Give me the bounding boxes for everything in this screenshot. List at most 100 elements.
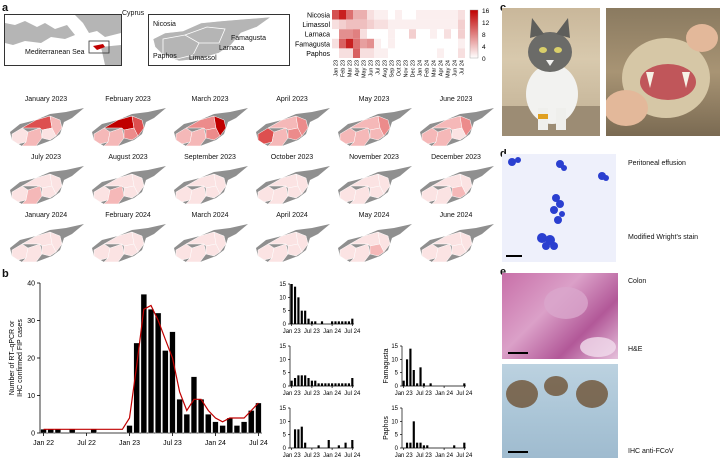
heatmap-cell [437,29,444,39]
map-city-nicosia: Nicosia [153,21,176,28]
district-bar [463,442,466,448]
colorbar-tick: 8 [482,32,486,39]
district-x-tick-label: Jan 23 [283,329,302,335]
heatmap-month-label: Aug 23 [383,60,389,77]
he-texture [508,287,616,357]
district-chart: 0 5 10 15 Jan 23 Jul 23 Jan 24 Jul 24 Famagusta [383,344,473,397]
district-x-tick-label: Jan 24 [323,391,342,397]
month-map-shape [256,108,330,147]
district-name: Nicosia [276,292,278,315]
bar [183,414,190,434]
district-bar [453,445,456,448]
heatmap-month-label: Feb 24 [425,60,431,77]
heatmap-cell [367,48,374,58]
heatmap-cell [381,10,388,20]
heatmap-cell [409,38,416,49]
bar [155,312,162,434]
heatmap-cell [367,29,374,39]
colon-ihc-micrograph [502,364,618,458]
heatmap-cell [430,48,437,58]
heatmap-month-label: Dec 23 [411,60,417,77]
colorbar-tick: 16 [482,8,490,15]
x-tick-label: Jul 22 [77,440,96,447]
bar [176,399,183,434]
month-map-shape [338,224,412,263]
month-map-shape [92,108,166,147]
district-x-tick-label: Jul 23 [416,391,433,397]
district-bar [334,383,337,386]
month-map-label: January 2024 [24,212,68,219]
district-bar [344,442,347,448]
heatmap-cell [402,48,409,58]
district-bar [402,380,405,386]
y-tick-label: 20 [27,356,35,363]
month-map-label: March 2024 [191,212,229,219]
district-y-tick-label: 15 [279,344,286,350]
district-bar [347,383,351,386]
month-map: May 2024 [334,212,414,268]
district-y-tick-label: 15 [279,282,286,288]
month-map: March 2024 [170,212,250,268]
district-y-tick-label: 5 [283,433,287,439]
district-y-tick-label: 15 [391,344,398,350]
district-bar [304,375,307,386]
district-x-tick-label: Jul 24 [456,453,473,459]
district-y-tick-label: 5 [283,371,287,377]
district-y-tick-label: 15 [279,406,286,412]
heatmap-cell [423,29,430,39]
district-bar [290,284,293,324]
month-map: June 2024 [416,212,496,268]
district-y-tick-label: 0 [395,446,399,452]
month-map-shape [420,224,494,263]
month-map: April 2024 [252,212,332,268]
district-bar [314,321,317,324]
heatmap-cell [444,10,451,20]
cyprus-label: Cyprus [122,10,145,17]
district-name: Famagusta [383,348,390,383]
trend-line [43,304,259,430]
month-map-label: February 2023 [105,96,151,103]
heatmap-cell [388,29,395,39]
heatmap-month-label: Nov 23 [404,60,410,77]
district-bar [327,440,330,448]
heatmap-month-label: Apr 24 [439,60,445,76]
heatmap-cell [409,10,416,20]
district-y-tick-label: 0 [395,384,399,390]
heatmap-cell [416,38,423,49]
heatmap-cell [423,10,430,20]
heatmap-cell [395,29,402,39]
x-tick-label: Jan 22 [33,440,54,447]
district-bar [304,442,307,448]
district-bar [351,318,354,324]
heatmap-cell [367,10,374,20]
heatmap-cell [374,19,381,30]
heatmap-cell [458,10,465,20]
district-bar [419,367,422,386]
heatmap-cell [423,38,430,49]
district-bar [314,380,317,386]
bar [190,376,197,434]
x-tick-label: Jan 23 [119,440,140,447]
district-chart: 0 5 10 15 Jan 23 Jul 23 Jan 24 Jul 24 Nicosia [276,282,361,335]
month-map-label: March 2023 [191,96,229,103]
district-bar [463,383,466,386]
district-x-tick-label: Jul 24 [344,329,361,335]
cyprus-district-map: Nicosia Famagusta Larnaca Paphos Limasso… [148,14,290,66]
panel-label-a: a [2,2,9,14]
bar [126,425,133,434]
district-bar [412,421,415,448]
heatmap-month-label: Feb 23 [341,60,347,77]
heatmap-cell [360,10,367,20]
heatmap-month-label: May 23 [362,60,368,78]
district-bar [327,383,330,386]
heatmap-month-label: Oct 23 [397,60,403,76]
district-x-tick-label: Jul 24 [456,391,473,397]
cyprus-district-shapes [152,16,273,62]
district-bar [324,383,327,386]
heatmap-cell [444,29,451,39]
district-x-tick-label: Jul 23 [416,453,433,459]
district-y-tick-label: 5 [395,433,399,439]
bar [248,410,255,434]
heatmap-cell [430,38,437,49]
month-map: August 2023 [88,154,168,210]
